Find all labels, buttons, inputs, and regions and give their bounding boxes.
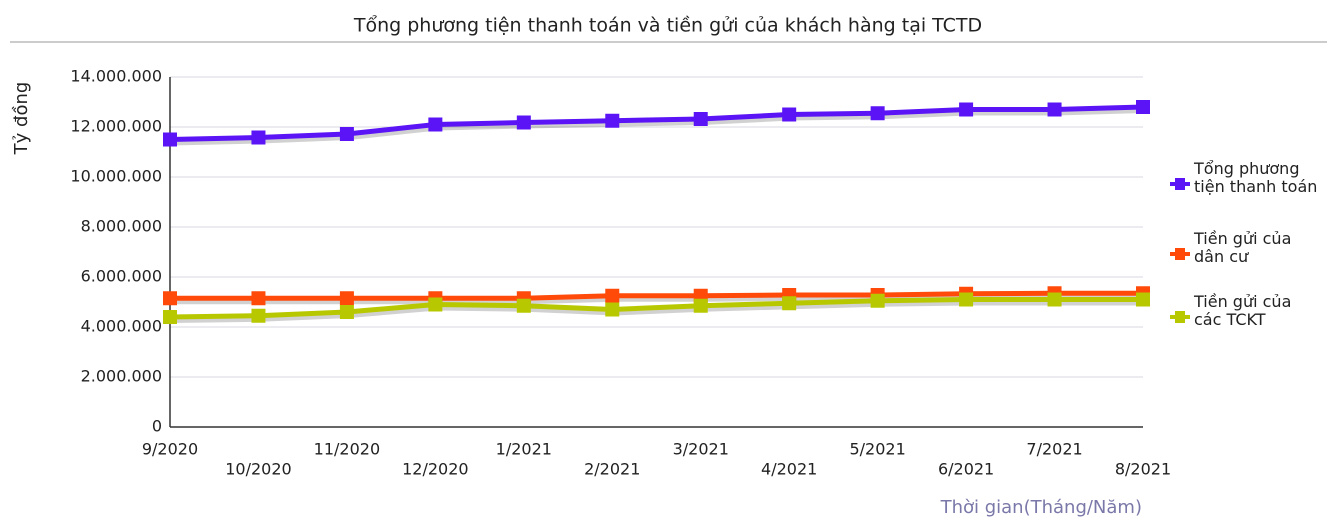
legend-swatch — [1170, 248, 1190, 260]
x-tick-label: 2/2021 — [584, 460, 640, 479]
series-line — [169, 297, 1143, 320]
legend-item: Tổng phương tiện thanh toán — [1170, 160, 1320, 196]
marker — [163, 132, 177, 147]
marker — [605, 288, 620, 303]
series-line — [170, 290, 1143, 301]
marker — [693, 112, 708, 126]
legend-swatch — [1170, 311, 1190, 323]
y-tick-label: 8.000.000 — [81, 217, 162, 236]
x-tick-label: 7/2021 — [1026, 440, 1082, 459]
x-tick-label: 6/2021 — [938, 460, 994, 479]
marker — [1047, 292, 1062, 307]
marker — [693, 298, 708, 313]
marker — [339, 127, 354, 141]
x-tick-label: 1/2021 — [496, 440, 552, 459]
marker — [428, 297, 443, 312]
x-tick-label: 8/2021 — [1115, 460, 1171, 479]
marker — [163, 310, 177, 324]
marker — [605, 113, 620, 128]
marker — [516, 115, 531, 130]
legend-label: Tiền gửi của các TCKT — [1194, 292, 1292, 329]
marker — [251, 130, 266, 145]
marker — [870, 293, 885, 308]
marker — [251, 308, 266, 323]
legend-item: Tiền gửi của dân cư — [1170, 230, 1320, 266]
marker — [1047, 102, 1062, 117]
x-tick-label: 11/2020 — [314, 440, 380, 459]
marker — [959, 102, 974, 117]
y-tick-label: 6.000.000 — [81, 267, 162, 286]
marker — [339, 291, 354, 306]
legend-item: Tiền gửi của các TCKT — [1170, 293, 1320, 329]
marker — [782, 296, 797, 311]
marker — [1136, 100, 1150, 114]
y-tick-label: 12.000.000 — [70, 117, 162, 136]
y-tick-label: 2.000.000 — [81, 367, 162, 386]
y-tick-label: 14.000.000 — [70, 67, 162, 86]
legend-swatch — [1170, 178, 1190, 190]
marker — [1136, 292, 1150, 307]
marker — [959, 292, 974, 307]
marker — [163, 291, 177, 306]
marker — [339, 305, 354, 319]
x-axis-title: Thời gian(Tháng/Năm) — [940, 497, 1142, 518]
x-tick-label: 4/2021 — [761, 460, 817, 479]
x-tick-label: 3/2021 — [673, 440, 729, 459]
series-shadow — [172, 293, 1145, 305]
marker — [428, 117, 443, 132]
x-tick-label: 12/2020 — [402, 460, 468, 479]
marker — [516, 298, 531, 313]
marker — [870, 106, 885, 121]
x-tick-label: 9/2020 — [142, 440, 198, 459]
y-axis-title: Tỷ đồng — [11, 82, 32, 156]
legend-label: Tổng phương tiện thanh toán — [1194, 159, 1318, 196]
chart-title: Tổng phương tiện thanh toán và tiền gửi … — [353, 15, 982, 37]
y-tick-label: 4.000.000 — [81, 317, 162, 336]
legend-label: Tiền gửi của dân cư — [1194, 229, 1292, 266]
series-shadow — [171, 107, 1146, 146]
marker — [251, 291, 266, 306]
y-tick-label: 0 — [152, 417, 162, 436]
x-tick-label: 5/2021 — [849, 440, 905, 459]
marker — [605, 302, 620, 317]
series-shadow — [171, 299, 1145, 323]
marker — [782, 107, 797, 122]
x-tick-label: 10/2020 — [225, 460, 291, 479]
y-tick-label: 10.000.000 — [70, 167, 162, 186]
series-line — [169, 104, 1144, 142]
